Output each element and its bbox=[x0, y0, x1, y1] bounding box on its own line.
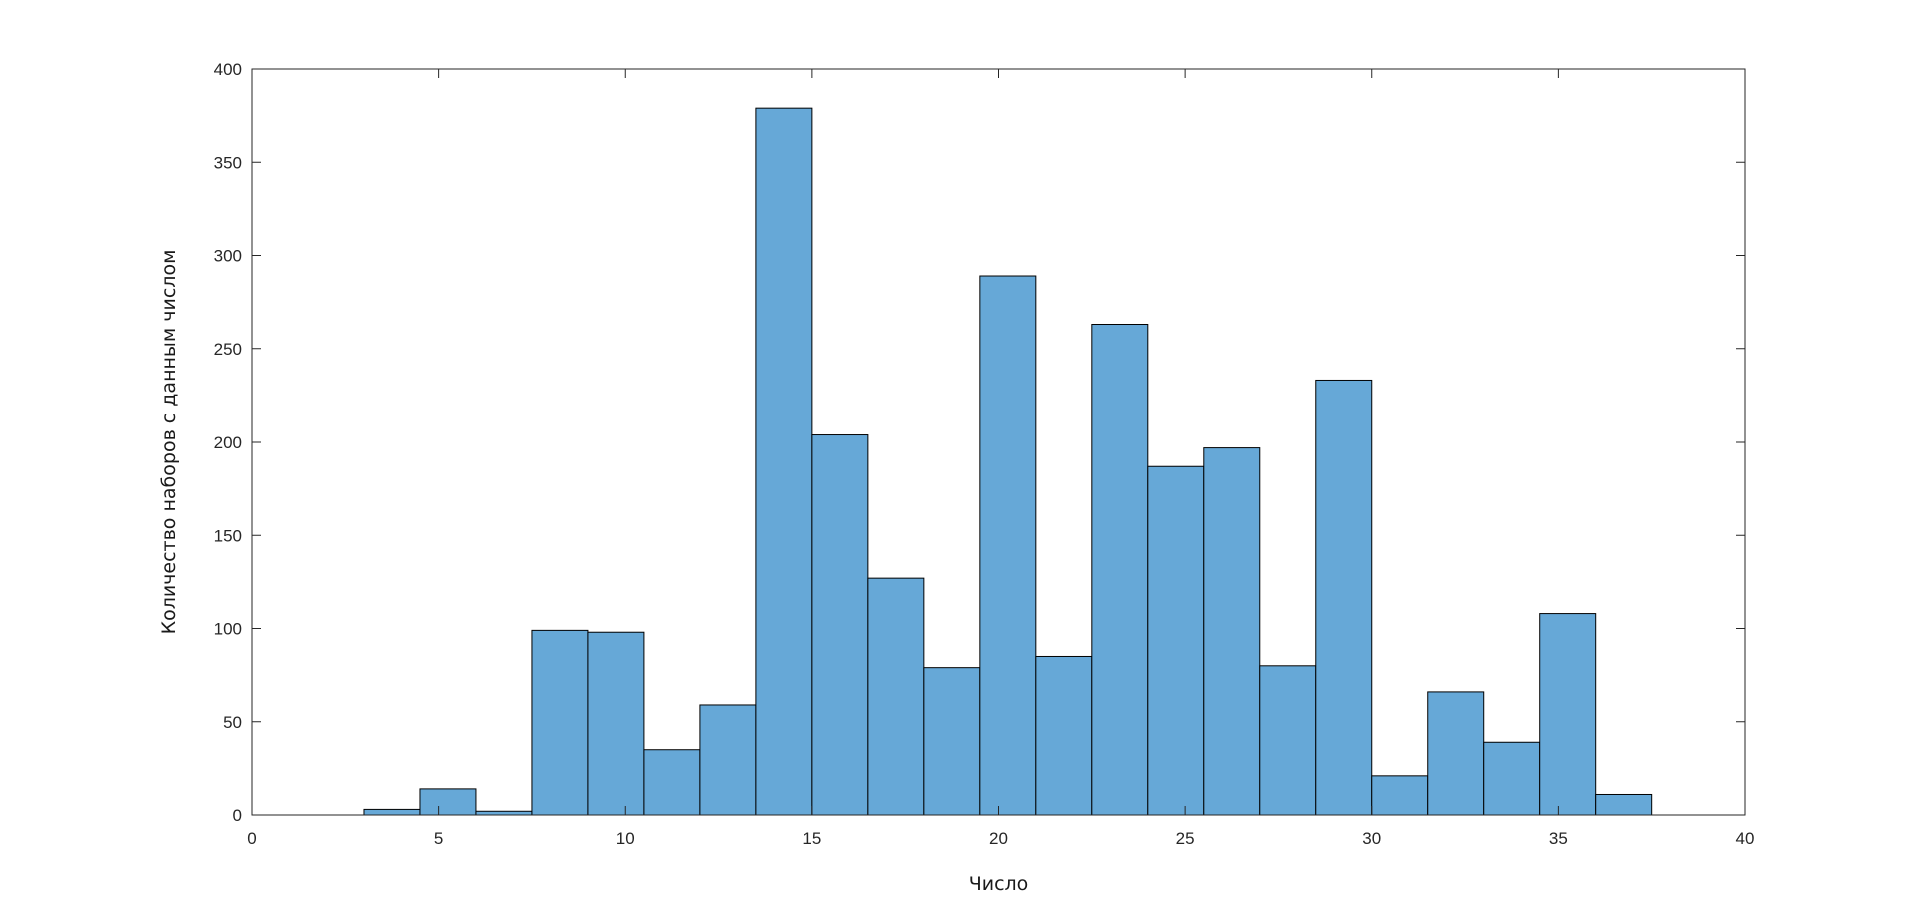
histogram-bar-17 bbox=[1315, 379, 1373, 816]
y-tick-label-150: 150 bbox=[214, 526, 242, 545]
y-tick-label-200: 200 bbox=[214, 433, 242, 452]
x-tick-label-0: 0 bbox=[247, 829, 256, 848]
x-tick-label-40: 40 bbox=[1736, 829, 1755, 848]
histogram-bar-12 bbox=[1035, 655, 1093, 816]
y-tick-label-100: 100 bbox=[214, 620, 242, 639]
histogram-bar-9 bbox=[867, 577, 925, 816]
histogram-bar-3 bbox=[531, 629, 589, 816]
histogram-bar-13 bbox=[1091, 324, 1149, 816]
y-tick-label-300: 300 bbox=[214, 247, 242, 266]
histogram-bar-19 bbox=[1427, 691, 1485, 816]
y-tick-labels: 0 50 100 150 200 250 300 350 400 bbox=[214, 60, 242, 825]
y-tick-label-50: 50 bbox=[223, 713, 242, 732]
histogram-bar-5 bbox=[643, 749, 701, 816]
histogram-bar-6 bbox=[699, 704, 757, 816]
histogram-bar-0 bbox=[363, 808, 421, 816]
y-tick-label-400: 400 bbox=[214, 60, 242, 79]
histogram-bar-20 bbox=[1483, 741, 1541, 816]
histogram-bar-21 bbox=[1539, 613, 1597, 816]
histogram-bar-2 bbox=[475, 810, 533, 816]
y-tick-label-250: 250 bbox=[214, 340, 242, 359]
x-tick-label-30: 30 bbox=[1362, 829, 1381, 848]
y-axis-label: Количество наборов с данным числом bbox=[158, 250, 180, 635]
bars-group bbox=[363, 107, 1653, 816]
histogram-bar-14 bbox=[1147, 465, 1205, 816]
y-tick-label-350: 350 bbox=[214, 153, 242, 172]
x-tick-labels: 0 5 10 15 20 25 30 35 40 bbox=[247, 829, 1754, 848]
histogram-bar-1 bbox=[419, 788, 477, 816]
x-tick-label-5: 5 bbox=[434, 829, 443, 848]
histogram-bar-4 bbox=[587, 631, 645, 816]
x-tick-label-25: 25 bbox=[1176, 829, 1195, 848]
histogram-bar-16 bbox=[1259, 665, 1317, 816]
histogram-bar-10 bbox=[923, 667, 981, 816]
histogram-bar-7 bbox=[755, 107, 813, 816]
histogram-bar-11 bbox=[979, 275, 1037, 816]
x-tick-label-35: 35 bbox=[1549, 829, 1568, 848]
x-tick-label-15: 15 bbox=[802, 829, 821, 848]
y-tick-label-0: 0 bbox=[233, 806, 242, 825]
histogram-bar-22 bbox=[1595, 793, 1653, 816]
histogram-bar-18 bbox=[1371, 775, 1429, 816]
x-axis-label: Число bbox=[969, 873, 1029, 895]
histogram-bar-15 bbox=[1203, 447, 1261, 816]
histogram-bar-8 bbox=[811, 434, 869, 816]
x-tick-label-10: 10 bbox=[616, 829, 635, 848]
x-tick-label-20: 20 bbox=[989, 829, 1008, 848]
ticks-group bbox=[251, 68, 1746, 816]
